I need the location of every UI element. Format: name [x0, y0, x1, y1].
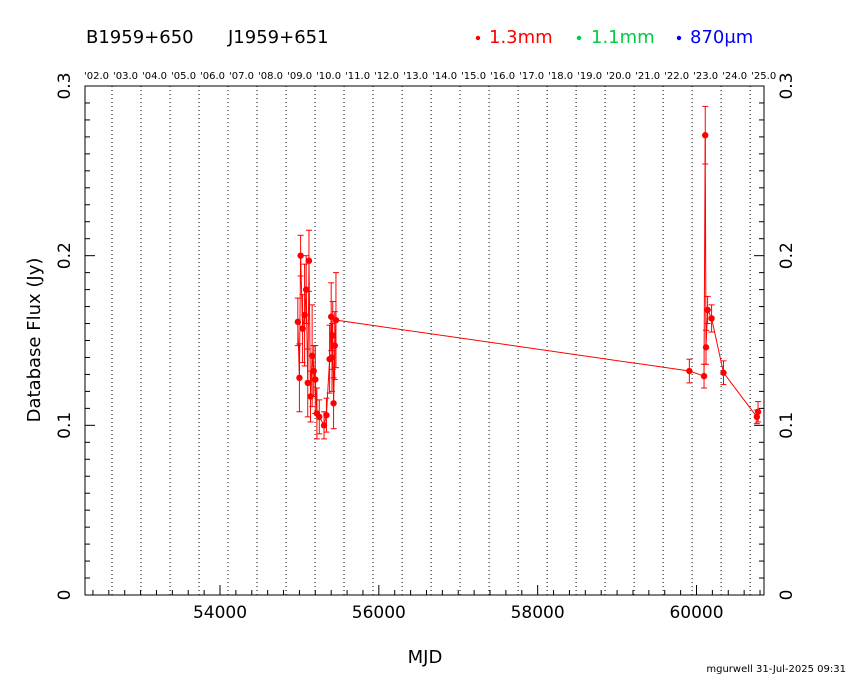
legend-marker-1.1mm	[576, 35, 582, 41]
year-label: '17.0	[519, 71, 544, 82]
data-point	[708, 315, 715, 322]
legend-label-1.3mm: 1.3mm	[489, 27, 553, 48]
data-point	[754, 408, 762, 415]
x-tick-label: 60000	[669, 603, 723, 623]
year-label: '18.0	[548, 71, 573, 82]
y-tick-label-right: 0.3	[777, 72, 797, 99]
year-label: '09.0	[287, 71, 312, 82]
data-point	[328, 354, 336, 361]
plot-frame	[84, 85, 765, 596]
legend-label-1.1mm: 1.1mm	[591, 27, 655, 48]
year-label: '22.0	[664, 71, 689, 82]
series-1.3mm	[294, 105, 762, 440]
year-label: '20.0	[606, 71, 631, 82]
x-tick-label: 54000	[193, 603, 247, 623]
year-label: '08.0	[258, 71, 283, 82]
year-label: '12.0	[374, 71, 399, 82]
y-tick-label-right: 0.2	[777, 242, 797, 269]
y-tick-label-right: 0.1	[777, 412, 797, 439]
data-point	[686, 367, 693, 375]
year-label: '13.0	[403, 71, 428, 82]
year-label: '21.0	[635, 71, 660, 82]
year-label: '07.0	[229, 71, 254, 82]
year-label: '23.0	[693, 71, 718, 82]
legend-marker-1.3mm	[475, 35, 481, 41]
grid-lines	[111, 86, 751, 595]
year-label: '05.0	[171, 71, 196, 82]
y-tick-label-left: 0.1	[55, 412, 75, 439]
data-point	[304, 379, 311, 387]
data-point	[301, 311, 308, 319]
data-point	[700, 372, 708, 380]
x-tick-label: 56000	[352, 603, 406, 623]
year-label: '04.0	[142, 71, 167, 82]
data-point	[312, 376, 319, 383]
year-label: '15.0	[461, 71, 486, 82]
data-point	[702, 344, 710, 351]
data-point	[316, 413, 323, 421]
year-label: '02.0	[84, 71, 109, 82]
data-point	[297, 252, 304, 259]
legend: 1.3mm 1.1mm 870μm	[475, 27, 753, 48]
y-tick-label-left: 0.2	[55, 242, 75, 269]
data-point	[310, 367, 317, 375]
x-tick-label: 58000	[511, 603, 565, 623]
data-point	[720, 369, 727, 376]
year-label: '10.0	[316, 71, 341, 82]
year-label: '14.0	[432, 71, 457, 82]
chart-subtitle: J1959+651	[227, 27, 329, 48]
tick-labels: 54000 56000 58000 60000 0 0 0.1 0.1 0.2 0.2 0.3 0.3	[55, 72, 797, 623]
chart-title: B1959+650	[86, 27, 194, 48]
footer-credit: mgurwell 31-Jul-2025 09:31	[706, 664, 846, 675]
tick-marks	[85, 85, 764, 596]
data-point	[323, 411, 330, 419]
data-point	[305, 257, 313, 264]
year-labels: '02.0 '03.0 '04.0 '05.0 '06.0 '07.0 '08.0 '09.0…	[84, 71, 776, 82]
legend-label-870um: 870μm	[690, 27, 753, 48]
y-tick-label-left: 0	[55, 590, 75, 601]
legend-marker-870um	[676, 35, 682, 41]
data-point	[331, 342, 338, 349]
data-point	[704, 306, 711, 314]
data-point	[296, 374, 303, 382]
year-label: '03.0	[113, 71, 138, 82]
y-tick-label-right: 0	[777, 590, 797, 601]
year-label: '11.0	[345, 71, 370, 82]
year-label: '06.0	[200, 71, 225, 82]
year-label: '25.0	[751, 71, 776, 82]
data-point	[320, 422, 328, 429]
year-label: '19.0	[577, 71, 602, 82]
data-point	[294, 318, 302, 326]
year-label: '16.0	[490, 71, 515, 82]
data-point	[308, 352, 316, 359]
data-point	[330, 400, 337, 407]
data-point	[702, 132, 709, 139]
x-axis-title: MJD	[408, 647, 443, 668]
data-point	[332, 316, 340, 324]
y-tick-label-left: 0.3	[55, 72, 75, 99]
data-point	[302, 286, 310, 293]
y-axis-title: Database Flux (Jy)	[24, 258, 45, 423]
year-label: '24.0	[722, 71, 747, 82]
